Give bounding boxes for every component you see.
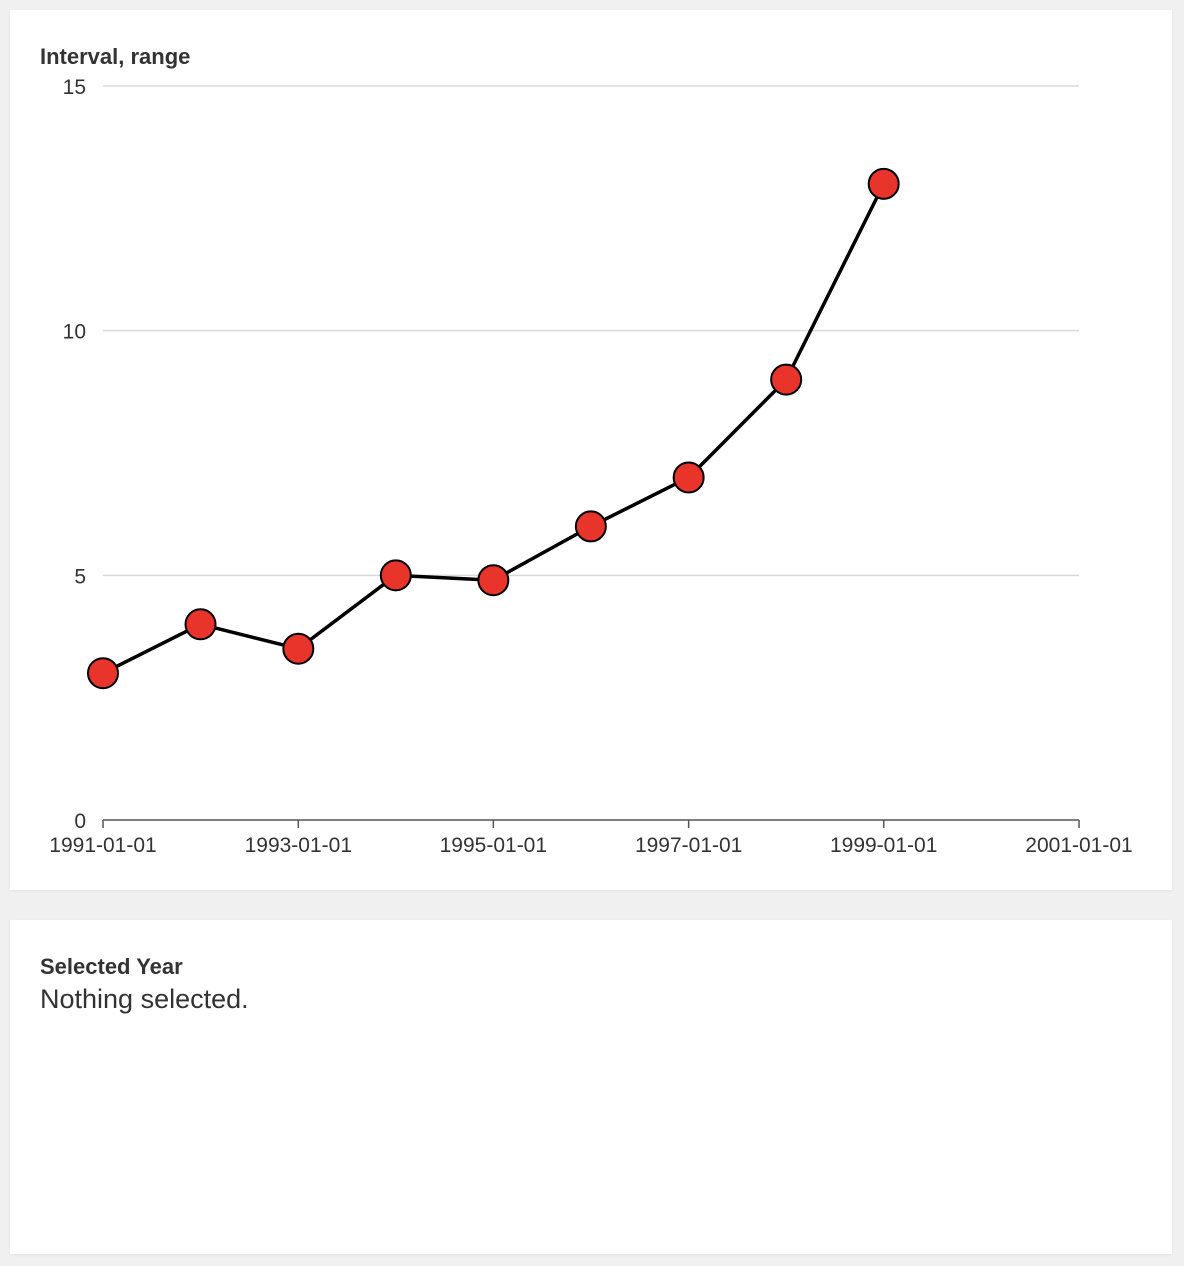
- x-axis: 1991-01-01 1993-01-01 1995-01-01 1997-01-01…: [49, 819, 1133, 857]
- data-point[interactable]: [379, 559, 412, 592]
- data-point[interactable]: [282, 632, 315, 665]
- y-tick-label: 10: [63, 321, 86, 344]
- x-tick-label: 2001-01-01: [1025, 834, 1132, 857]
- y-axis-title: Interval, range: [40, 44, 191, 69]
- data-point[interactable]: [87, 657, 119, 690]
- chart-panel: Interval, range 1991-01-01 1993-01-01 1995…: [10, 10, 1172, 890]
- gridlines: [103, 85, 1079, 577]
- y-tick-label: 0: [74, 810, 86, 833]
- data-point[interactable]: [574, 510, 607, 543]
- data-point[interactable]: [867, 167, 900, 200]
- y-axis: 0 5 10 15: [63, 76, 86, 833]
- series-line: [102, 183, 886, 675]
- series-line-path: [102, 183, 886, 675]
- y-tick-label: 5: [74, 565, 86, 588]
- selection-panel: Selected Year Nothing selected.: [10, 920, 1172, 1254]
- x-tick-label: 1999-01-01: [830, 834, 937, 857]
- data-point[interactable]: [184, 608, 217, 641]
- data-points[interactable]: [87, 167, 900, 690]
- selected-year-value: Nothing selected.: [40, 984, 249, 1014]
- x-tick-label: 1997-01-01: [635, 834, 742, 857]
- x-tick-label: 1991-01-01: [49, 834, 156, 857]
- x-tick-label: 1993-01-01: [245, 834, 352, 857]
- x-tick-label: 1995-01-01: [440, 834, 547, 857]
- y-tick-label: 15: [63, 76, 86, 99]
- selected-year-label: Selected Year: [40, 954, 183, 979]
- line-chart: 1991-01-01 1993-01-01 1995-01-01 1997-01-01…: [49, 76, 1133, 857]
- data-point[interactable]: [770, 363, 803, 396]
- data-point[interactable]: [477, 564, 510, 597]
- data-point[interactable]: [672, 461, 705, 494]
